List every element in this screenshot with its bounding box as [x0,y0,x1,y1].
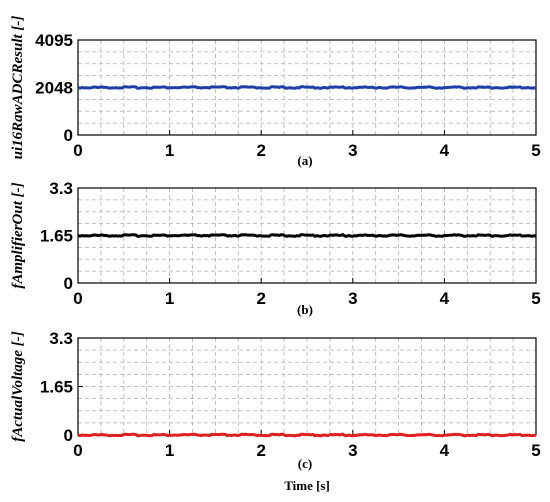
y-tick-label: 1.65 [40,227,73,246]
y-tick-label: 2048 [35,78,73,97]
y-axis-label: fActualVoltage [-] [10,331,26,441]
x-tick-label: 2 [256,289,265,308]
panel-caption: (b) [297,302,313,317]
x-tick-label: 3 [348,441,357,460]
x-axis-label: Time [s] [284,478,330,493]
x-tick-label: 1 [165,141,174,160]
y-axis-label: fAmplifierOut [-] [10,182,26,288]
series-line [77,432,537,438]
x-tick-label: 0 [73,289,82,308]
x-tick-label: 5 [531,141,540,160]
x-tick-label: 3 [348,141,357,160]
x-tick-label: 0 [73,441,82,460]
y-tick-label: 3.3 [49,329,73,348]
x-tick-label: 4 [440,441,450,460]
x-tick-label: 4 [440,289,450,308]
panel-caption: (a) [297,153,312,168]
y-tick-label: 3.3 [49,179,73,198]
y-tick-label: 4095 [35,31,73,50]
x-tick-label: 0 [73,141,82,160]
series-line [77,233,537,238]
panel-caption: (c) [298,456,312,471]
x-tick-label: 3 [348,289,357,308]
y-tick-label: 1.65 [40,378,73,397]
x-tick-label: 4 [440,141,450,160]
y-tick-label: 0 [64,426,73,445]
x-tick-label: 2 [256,141,265,160]
y-tick-label: 0 [64,274,73,293]
x-tick-label: 2 [256,441,265,460]
x-tick-label: 1 [165,289,174,308]
series-line [77,85,537,90]
x-tick-label: 1 [165,441,174,460]
x-tick-label: 5 [531,441,540,460]
y-tick-label: 0 [64,126,73,145]
x-tick-label: 5 [531,289,540,308]
y-axis-label: ui16RawADCResult [-] [10,16,26,160]
